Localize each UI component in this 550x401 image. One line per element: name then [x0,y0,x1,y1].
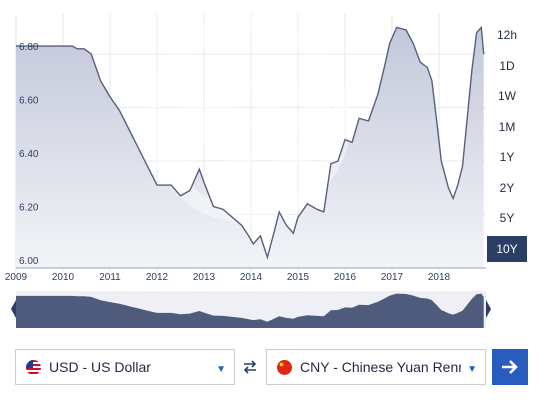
x-tick-label: 2010 [52,272,75,283]
xe-logo-icon [145,17,351,223]
x-tick-label: 2009 [5,272,28,283]
range-5y-button[interactable]: 5Y [487,205,527,231]
x-tick-label: 2011 [99,272,121,283]
x-tick-label: 2018 [428,272,451,283]
rate-area-fill [16,27,484,269]
y-tick-label: 6.80 [19,42,39,53]
y-tick-label: 6.60 [19,96,39,107]
exchange-rate-chart: 6.00 6.20 6.40 6.60 6.80 2009 2010 2011 2012 201… [5,14,491,328]
swap-arrows-icon [243,360,257,374]
navigator-left-handle[interactable] [11,300,16,318]
main-chart: 6.00 6.20 6.40 6.60 6.80 2009 2010 2011 2012 201… [5,14,486,283]
x-tick-label: 2013 [193,272,216,283]
arrow-right-icon [502,360,518,374]
x-tick-label: 2017 [381,272,404,283]
rate-series-line [16,25,485,260]
from-currency-select[interactable]: USD - US Dollar ▼ [15,349,235,385]
chevron-down-icon: ▼ [216,363,226,375]
range-1w-button[interactable]: 1W [487,83,527,109]
range-12h-button[interactable]: 12h [487,22,527,48]
range-1m-button[interactable]: 1M [487,114,527,140]
chevron-down-icon: ▼ [467,363,477,375]
to-currency-select[interactable]: CNY - Chinese Yuan Renminb ▼ [266,349,486,385]
range-1y-button[interactable]: 1Y [487,144,527,170]
navigator-track [16,291,486,328]
swap-currencies-button[interactable] [238,356,262,378]
range-10y-button[interactable]: 10Y [487,236,527,262]
range-2y-button[interactable]: 2Y [487,175,527,201]
navigator-area [16,293,484,328]
to-currency-label: CNY - Chinese Yuan Renminb [300,359,461,375]
convert-button[interactable] [492,349,528,385]
x-tick-label: 2014 [240,272,263,283]
x-tick-label: 2015 [287,272,310,283]
navigator-right-handle[interactable] [486,300,491,318]
from-currency-label: USD - US Dollar [49,359,151,375]
x-tick-label: 2016 [334,272,357,283]
y-tick-label: 6.20 [19,203,39,214]
y-tick-label: 6.40 [19,149,39,160]
y-tick-label: 6.00 [19,256,39,267]
us-flag-icon [26,359,41,375]
range-1d-button[interactable]: 1D [487,53,527,79]
china-flag-icon [277,359,292,375]
x-tick-label: 2012 [146,272,169,283]
